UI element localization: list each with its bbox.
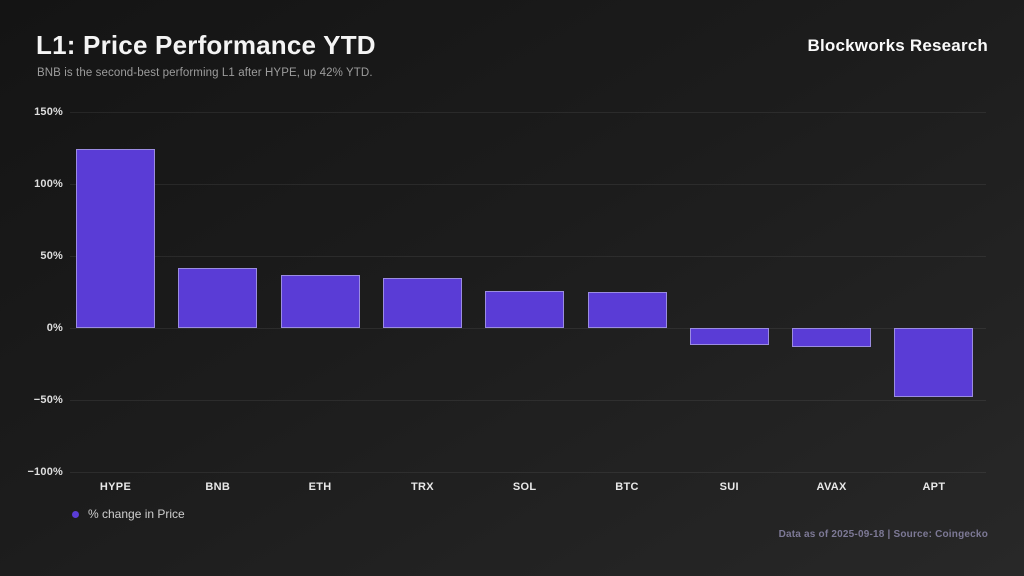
- bar-sui: [689, 328, 769, 346]
- bar-eth: [280, 274, 360, 328]
- y-axis-tick-label: 0%: [46, 322, 63, 334]
- bar-btc: [587, 292, 667, 328]
- gridline: [70, 328, 986, 329]
- x-axis-tick-label-bnb: BNB: [205, 481, 231, 493]
- legend-label: % change in Price: [88, 507, 185, 521]
- x-axis-tick-label-sol: SOL: [512, 481, 537, 493]
- x-axis-tick-label-hype: HYPE: [99, 481, 132, 493]
- page-subtitle: BNB is the second-best performing L1 aft…: [37, 67, 373, 79]
- y-axis-tick-label: 50%: [40, 250, 63, 262]
- plot-area: 150% 100% 50% 0% −50% −100% HYPE BNB ETH TRX SOL BT…: [27, 106, 986, 493]
- y-axis-tick-label: −50%: [33, 394, 63, 406]
- y-axis-tick-label: 100%: [34, 178, 63, 190]
- x-axis-tick-label-trx: TRX: [410, 481, 434, 493]
- bar-avax: [792, 328, 872, 347]
- y-axis-tick-label: −100%: [27, 466, 63, 478]
- x-axis-tick-label-btc: BTC: [615, 481, 639, 493]
- bar-hype: [76, 149, 155, 328]
- gridline: [70, 184, 986, 185]
- x-axis-tick-label-eth: ETH: [308, 481, 332, 493]
- y-axis-tick-label: 150%: [34, 106, 63, 118]
- chart-legend: % change in Price: [72, 507, 185, 521]
- x-axis-tick-label-avax: AVAX: [816, 481, 847, 493]
- gridline: [70, 400, 986, 401]
- bar-apt: [894, 328, 974, 398]
- brand-wordmark: Blockworks Research: [807, 36, 988, 55]
- gridline: [70, 112, 986, 113]
- data-source-note: Data as of 2025-09-18 | Source: Coingeck…: [778, 529, 988, 540]
- gridline: [70, 472, 986, 473]
- x-axis-tick-label-apt: APT: [922, 481, 946, 493]
- x-axis-tick-label-sui: SUI: [719, 481, 739, 493]
- gridline: [70, 256, 986, 257]
- legend-dot-icon: [72, 510, 79, 518]
- page-title: L1: Price Performance YTD: [36, 30, 376, 60]
- bar-sol: [485, 290, 565, 328]
- bar-trx: [382, 277, 462, 328]
- bar-bnb: [178, 267, 258, 328]
